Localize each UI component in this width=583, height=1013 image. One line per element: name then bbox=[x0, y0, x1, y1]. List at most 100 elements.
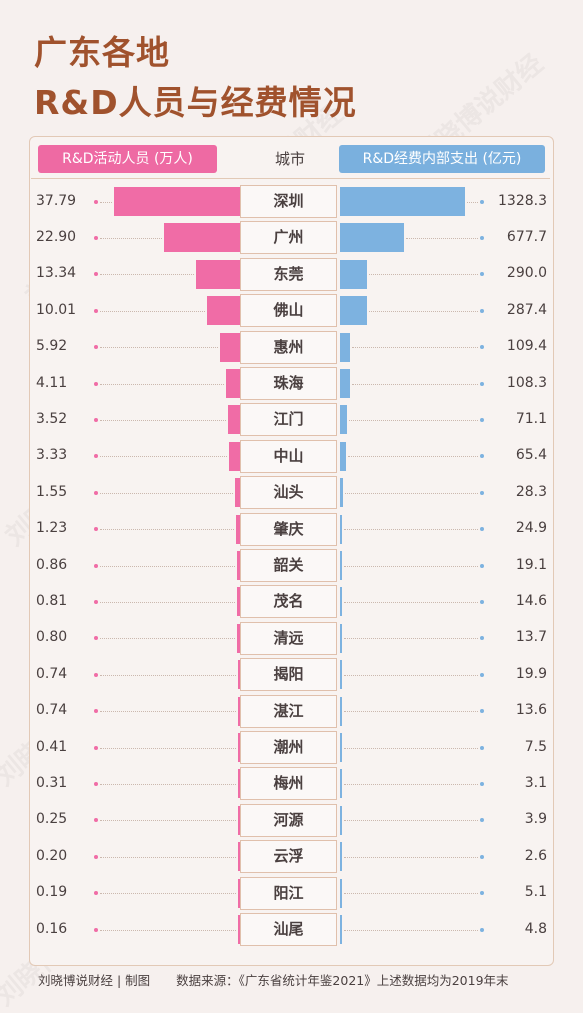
expenditure-bar bbox=[340, 259, 368, 289]
personnel-value-label: 0.16 bbox=[36, 920, 68, 937]
personnel-marker-dot bbox=[94, 490, 98, 495]
expenditure-marker-dot bbox=[480, 490, 484, 495]
city-label: 汕尾 bbox=[240, 913, 337, 946]
expenditure-value-label: 109.4 bbox=[506, 338, 547, 355]
expenditure-value-label: 290.0 bbox=[506, 265, 547, 282]
expenditure-marker-dot bbox=[480, 854, 484, 859]
city-label: 潮州 bbox=[240, 731, 337, 764]
personnel-bar bbox=[238, 769, 240, 799]
city-label: 湛江 bbox=[240, 694, 337, 728]
city-header: 城市 bbox=[274, 150, 305, 168]
expenditure-bar bbox=[340, 842, 342, 872]
personnel-marker-dot bbox=[94, 454, 98, 459]
city-label: 肇庆 bbox=[240, 512, 337, 546]
personnel-leader-line bbox=[100, 820, 236, 822]
personnel-leader-line bbox=[100, 237, 162, 239]
personnel-leader-line bbox=[100, 893, 236, 895]
personnel-marker-dot bbox=[94, 527, 98, 532]
personnel-value-label: 0.19 bbox=[36, 884, 68, 901]
expenditure-bar bbox=[340, 805, 342, 835]
expenditure-marker-dot bbox=[480, 235, 484, 240]
expenditure-bar bbox=[340, 369, 351, 398]
personnel-value-label: 13.34 bbox=[36, 265, 77, 282]
personnel-leader-line bbox=[100, 201, 112, 203]
city-label: 深圳 bbox=[240, 185, 337, 218]
expenditure-leader-line bbox=[344, 601, 478, 603]
personnel-bar bbox=[228, 405, 240, 435]
expenditure-leader-line bbox=[348, 419, 478, 421]
personnel-value-label: 1.55 bbox=[36, 483, 68, 500]
expenditure-marker-dot bbox=[480, 199, 484, 204]
personnel-leader-line bbox=[100, 856, 236, 858]
personnel-value-label: 3.52 bbox=[36, 410, 68, 427]
city-label: 惠州 bbox=[240, 330, 337, 364]
expenditure-leader-line bbox=[344, 565, 478, 567]
expenditure-bar bbox=[340, 733, 342, 762]
personnel-marker-dot bbox=[94, 709, 98, 714]
personnel-marker-dot bbox=[94, 272, 98, 277]
personnel-bar bbox=[206, 296, 240, 326]
expenditure-marker-dot bbox=[480, 636, 484, 641]
personnel-leader-line bbox=[100, 310, 205, 312]
expenditure-leader-line bbox=[405, 237, 478, 239]
expenditure-bar bbox=[340, 296, 368, 326]
expenditure-leader-line bbox=[352, 383, 478, 385]
expenditure-value-label: 4.8 bbox=[524, 920, 547, 937]
expenditure-marker-dot bbox=[480, 345, 484, 350]
personnel-marker-dot bbox=[94, 781, 98, 786]
personnel-bar bbox=[237, 551, 240, 580]
personnel-marker-dot bbox=[94, 345, 98, 350]
expenditure-leader-line bbox=[344, 638, 478, 640]
personnel-value-label: 4.11 bbox=[36, 374, 68, 391]
expenditure-marker-dot bbox=[480, 381, 484, 386]
personnel-bar bbox=[237, 623, 240, 653]
expenditure-leader-line bbox=[344, 747, 478, 749]
expenditure-bar bbox=[340, 915, 342, 944]
personnel-value-label: 5.92 bbox=[36, 338, 68, 355]
expenditure-marker-dot bbox=[480, 818, 484, 823]
personnel-marker-dot bbox=[94, 636, 98, 641]
personnel-value-label: 1.23 bbox=[36, 520, 68, 537]
expenditure-leader-line bbox=[344, 783, 478, 785]
expenditure-value-label: 2.6 bbox=[524, 847, 547, 864]
personnel-bar bbox=[114, 187, 240, 216]
city-label: 揭阳 bbox=[240, 658, 337, 692]
personnel-bar bbox=[237, 587, 240, 617]
personnel-leader-line bbox=[100, 747, 236, 749]
expenditure-bar bbox=[340, 332, 351, 362]
personnel-value-label: 3.33 bbox=[36, 447, 68, 464]
city-label: 汕头 bbox=[240, 476, 337, 510]
personnel-marker-dot bbox=[94, 599, 98, 604]
expenditure-bar bbox=[340, 587, 342, 617]
city-label: 韶关 bbox=[240, 549, 337, 582]
personnel-bar bbox=[226, 369, 240, 398]
expenditure-bar bbox=[340, 551, 342, 580]
expenditure-value-label: 19.9 bbox=[515, 665, 547, 682]
expenditure-value-label: 28.3 bbox=[515, 483, 547, 500]
personnel-marker-dot bbox=[94, 672, 98, 677]
personnel-leader-line bbox=[100, 274, 194, 276]
city-label: 中山 bbox=[240, 439, 337, 473]
personnel-leader-line bbox=[100, 492, 233, 494]
expenditure-value-label: 13.7 bbox=[515, 629, 547, 646]
personnel-bar bbox=[234, 478, 240, 508]
header-divider bbox=[31, 178, 550, 179]
personnel-leader-line bbox=[100, 565, 236, 567]
expenditure-leader-line bbox=[467, 201, 478, 203]
personnel-marker-dot bbox=[94, 818, 98, 823]
expenditure-bar bbox=[340, 769, 342, 799]
expenditure-bar bbox=[340, 514, 343, 544]
expenditure-value-label: 287.4 bbox=[506, 301, 547, 318]
expenditure-bar bbox=[340, 187, 465, 216]
author-credit: 刘晓博说财经 | 制图 bbox=[38, 973, 151, 988]
personnel-leader-line bbox=[100, 638, 236, 640]
expenditure-leader-line bbox=[348, 456, 478, 458]
personnel-value-label: 0.25 bbox=[36, 811, 68, 828]
expenditure-marker-dot bbox=[480, 272, 484, 277]
expenditure-leader-line bbox=[344, 674, 478, 676]
expenditure-marker-dot bbox=[480, 672, 484, 677]
expenditure-bar bbox=[340, 405, 347, 435]
personnel-bar bbox=[235, 514, 240, 544]
expenditure-marker-dot bbox=[480, 781, 484, 786]
expenditure-bar bbox=[340, 223, 404, 253]
